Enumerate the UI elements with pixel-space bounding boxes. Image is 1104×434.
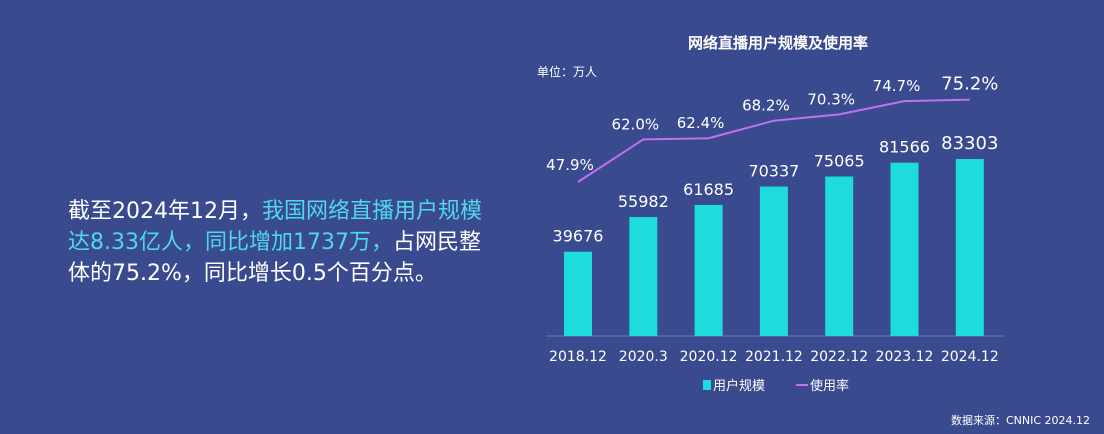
rate-value-label: 62.0% <box>611 115 659 133</box>
bar-value-label: 70337 <box>748 162 799 181</box>
x-tick-label: 2020.3 <box>619 349 668 365</box>
summary-part-1: 截至2024年12月， <box>68 199 262 224</box>
bar-value-label: 75065 <box>814 152 865 171</box>
bar-2020.12 <box>694 204 723 336</box>
rate-value-label: 74.7% <box>873 77 921 95</box>
bar-2023.12 <box>890 162 919 336</box>
legend-label-line: 使用率 <box>810 378 849 394</box>
x-tick-label: 2023.12 <box>876 349 934 365</box>
x-tick-label: 2024.12 <box>941 349 999 365</box>
x-tick-label: 2020.12 <box>680 349 738 365</box>
data-source: 数据来源：CNNIC 2024.12 <box>950 414 1090 427</box>
bar-2020.3 <box>629 217 658 336</box>
chart-title: 网络直播用户规模及使用率 <box>688 34 868 52</box>
bar-value-label: 83303 <box>941 133 998 154</box>
x-tick-label: 2021.12 <box>745 349 803 365</box>
legend-swatch-bar <box>703 380 711 390</box>
bar-2024.12 <box>955 159 984 336</box>
legend-label-bar: 用户规模 <box>713 378 765 394</box>
summary-text: 截至2024年12月，我国网络直播用户规模达8.33亿人，同比增加1737万，占… <box>68 196 498 289</box>
rate-value-label: 62.4% <box>677 114 725 132</box>
unit-label: 单位：万人 <box>537 64 597 79</box>
rate-line <box>577 98 970 183</box>
summary-highlight: 我国网络直播用户规模达8.33亿人，同比增加1737万， <box>68 199 482 255</box>
bar-value-label: 81566 <box>879 138 930 157</box>
rate-value-label: 75.2% <box>941 74 998 95</box>
rate-value-label: 68.2% <box>742 97 790 115</box>
bar-2022.12 <box>825 176 854 336</box>
legend: 用户规模 使用率 <box>703 378 849 394</box>
bar-2021.12 <box>759 186 788 336</box>
bar-2018.12 <box>564 251 592 336</box>
bar-value-label: 39676 <box>553 227 604 246</box>
summary-part-3: 占网民整体的75.2%，同比增长0.5个百分点。 <box>68 230 481 286</box>
x-tick-label: 2022.12 <box>810 349 868 365</box>
bar-value-label: 61685 <box>683 180 734 199</box>
bar-value-label: 55982 <box>618 192 669 211</box>
rate-value-label: 70.3% <box>807 90 855 108</box>
rate-value-label: 47.9% <box>546 156 594 174</box>
x-tick-label: 2018.12 <box>549 349 607 365</box>
